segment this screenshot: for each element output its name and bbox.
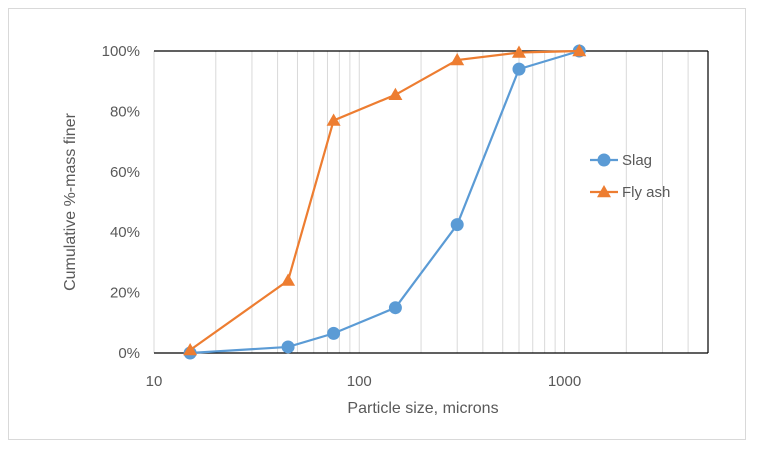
y-tick-label: 40% [110, 224, 140, 241]
data-point [326, 113, 341, 126]
x-axis-title: Particle size, microns [347, 400, 498, 417]
legend-item-slag: Slag [590, 152, 652, 169]
series-fly-ash [183, 44, 587, 356]
legend-item-fly-ash: Fly ash [590, 184, 670, 201]
data-point [327, 326, 341, 340]
data-point [450, 218, 464, 232]
x-tick-label: 10 [146, 373, 163, 390]
gridlines [153, 51, 709, 353]
legend-label: Fly ash [622, 184, 670, 201]
legend-marker [597, 185, 611, 198]
x-tick-label: 100 [347, 373, 372, 390]
data-point [281, 340, 295, 354]
data-point [450, 53, 465, 66]
data-point [281, 273, 296, 286]
series-line [189, 49, 580, 351]
data-point [388, 87, 403, 101]
series-group [183, 44, 587, 360]
axes [154, 50, 709, 354]
legend-marker [597, 153, 611, 167]
data-point [572, 44, 587, 57]
y-tick-label: 100% [102, 43, 140, 60]
x-tick-labels: 10 100 1000 [146, 373, 582, 390]
data-point [388, 301, 402, 315]
data-point [512, 62, 526, 76]
legend: Slag Fly ash [590, 152, 670, 201]
y-tick-label: 60% [110, 164, 140, 181]
data-point [183, 342, 198, 356]
legend-label: Slag [622, 152, 652, 169]
y-tick-label: 0% [118, 345, 140, 362]
y-axis-title: Cumulative %-mass finer [62, 112, 79, 291]
y-tick-labels: 0% 20% 40% 60% 80% 100% [102, 43, 140, 362]
x-tick-label: 1000 [548, 373, 581, 390]
data-point [511, 45, 526, 58]
chart-frame [8, 8, 746, 440]
y-tick-label: 20% [110, 285, 140, 302]
y-tick-label: 80% [110, 103, 140, 120]
